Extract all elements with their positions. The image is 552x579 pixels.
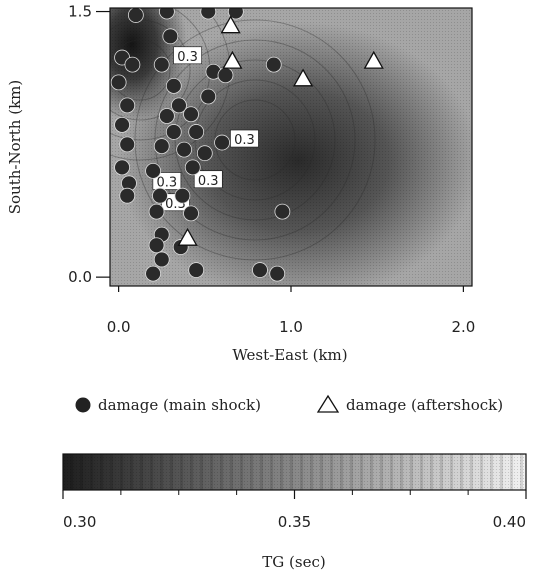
main-shock-point	[174, 187, 191, 204]
legend-main-shock-marker	[75, 397, 91, 413]
legend-main-shock-label: damage (main shock)	[98, 396, 261, 414]
main-shock-point	[183, 106, 199, 123]
main-shock-point	[152, 187, 168, 204]
main-shock-point	[127, 8, 144, 23]
main-shock-point	[183, 205, 199, 222]
colorbar-tick-label: 0.40	[493, 513, 526, 531]
main-shock-point	[110, 74, 127, 91]
legend-aftershock-label: damage (aftershock)	[346, 396, 503, 414]
main-shock-point	[165, 124, 182, 140]
main-shock-point	[114, 159, 130, 176]
main-shock-point	[188, 262, 205, 278]
legend: damage (main shock) damage (aftershock)	[75, 394, 503, 414]
main-shock-point	[119, 97, 136, 114]
contour-label: 0.3	[157, 176, 178, 191]
main-shock-point	[252, 262, 268, 278]
aftershock-point	[222, 50, 243, 69]
main-shock-point	[214, 134, 230, 151]
main-shock-point	[176, 141, 193, 158]
colorbar-tick-label: 0.35	[278, 513, 311, 531]
main-shock-point	[162, 28, 179, 45]
aftershock-point	[177, 227, 198, 246]
main-shock-point	[153, 251, 170, 268]
aftershock-point	[220, 15, 241, 34]
axes: 0.0 1.0 2.0 0.0 1.5	[68, 3, 475, 336]
main-shock-point	[184, 159, 201, 176]
colorbar-tick-label: 0.30	[63, 513, 96, 531]
contour-label: 0.3	[177, 50, 198, 65]
data-marks: 0.30.30.3 0.30.3	[110, 8, 384, 282]
main-shock-point	[124, 56, 141, 73]
main-shock-point	[274, 203, 291, 220]
main-shock-point	[165, 78, 182, 94]
x-tick-label: 1.0	[279, 318, 303, 336]
contour-label-box	[193, 170, 223, 189]
contour-label-box	[152, 172, 182, 190]
contour-label: 0.3	[198, 174, 219, 189]
main-shock-point	[200, 88, 217, 105]
main-shock-point	[114, 116, 130, 133]
main-shock-point	[158, 8, 175, 20]
main-shock-point	[119, 136, 136, 153]
y-tick-label: 1.5	[68, 3, 92, 21]
main-shock-point	[227, 8, 244, 20]
main-shock-point	[196, 145, 213, 162]
y-axis-label: South-North (km)	[6, 80, 24, 215]
contour-label-box	[173, 46, 202, 65]
contour-label-box	[230, 129, 259, 148]
colorbar: 0.30 0.35 0.40 TG (sec)	[62, 453, 527, 571]
main-shock-point	[200, 8, 217, 20]
main-shock-point	[145, 265, 161, 282]
main-shock-point	[269, 265, 286, 282]
x-tick-label: 2.0	[451, 318, 475, 336]
aftershock-point	[363, 50, 384, 69]
main-shock-point	[153, 56, 170, 73]
x-axis-label: West-East (km)	[232, 346, 347, 364]
main-shock-point	[188, 124, 205, 140]
main-shock-point	[171, 97, 187, 114]
colorbar-label: TG (sec)	[262, 553, 325, 571]
main-shock-point	[148, 203, 165, 220]
x-tick-label: 0.0	[107, 318, 131, 336]
main-shock-point	[217, 67, 234, 84]
main-shock-point	[145, 163, 161, 179]
colorbar-ticks: 0.30 0.35 0.40	[62, 490, 527, 531]
aftershock-point	[292, 68, 314, 87]
main-shock-point	[148, 237, 165, 254]
main-shock-point	[153, 138, 170, 155]
main-shock-point	[158, 108, 175, 124]
main-shock-point	[119, 187, 136, 204]
main-shock-point	[265, 56, 282, 73]
map-panel: 0.30.30.3 0.30.3 0.0 1.0 2.00.01.5 West-Eas…	[6, 3, 475, 364]
contour-label: 0.3	[234, 133, 255, 148]
legend-aftershock-marker	[316, 394, 340, 413]
y-tick-label: 0.0	[68, 268, 92, 286]
